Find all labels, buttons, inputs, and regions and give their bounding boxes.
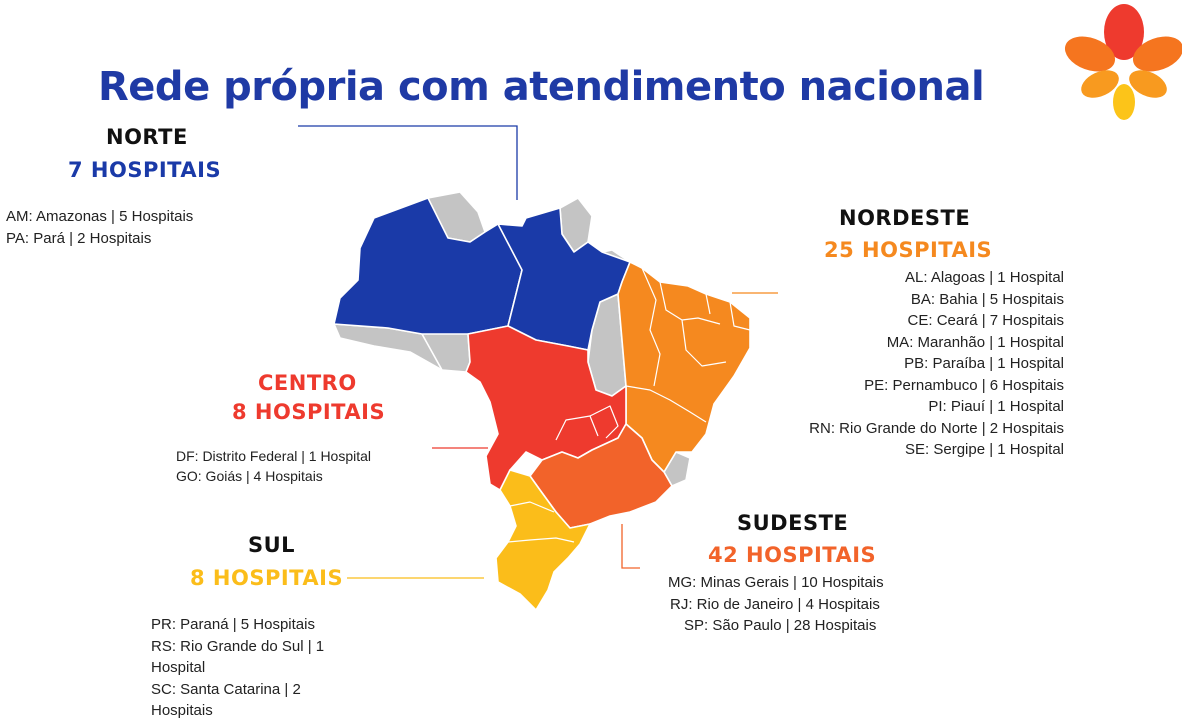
- region-count-nordeste: 25 HOSPITAIS: [824, 238, 993, 262]
- list-item: SE: Sergipe | 1 Hospital: [905, 441, 1064, 458]
- list-item: PA: Pará | 2 Hospitais: [6, 229, 152, 247]
- region-count-sul: 8 HOSPITAIS: [190, 566, 344, 590]
- state-list-norte: AM: Amazonas | 5 Hospitais PA: Pará | 2 …: [6, 206, 193, 249]
- list-item: DF: Distrito Federal | 1 Hospital: [176, 448, 372, 464]
- list-item: PB: Paraíba | 1 Hospital: [904, 355, 1064, 372]
- map-region-norte-am: [333, 197, 523, 335]
- list-item: PI: Piauí | 1 Hospital: [928, 398, 1064, 415]
- list-item: RN: Rio Grande do Norte | 2 Hospitais: [809, 419, 1064, 437]
- list-item: RJ: Rio de Janeiro | 4 Hospitais: [670, 595, 880, 613]
- list-item: GO: Goiás | 4 Hospitais: [176, 468, 323, 484]
- list-item: RS: Rio Grande do Sul | 1 Hospital: [151, 637, 325, 677]
- state-list-sul: PR: Paraná | 5 Hospitais RS: Rio Grande …: [151, 614, 356, 722]
- state-list-sudeste: MG: Minas Gerais | 10 Hospitais RJ: Rio …: [668, 572, 884, 637]
- list-item: AM: Amazonas | 5 Hospitais: [6, 208, 194, 225]
- list-item: SP: São Paulo | 28 Hospitais: [684, 617, 877, 634]
- region-name-norte: NORTE: [106, 125, 188, 149]
- list-item: SC: Santa Catarina | 2 Hospitais: [151, 680, 301, 720]
- region-name-nordeste: NORDESTE: [839, 206, 971, 230]
- list-item: PE: Pernambuco | 6 Hospitais: [864, 376, 1064, 394]
- region-count-sudeste: 42 HOSPITAIS: [708, 543, 877, 567]
- list-item: CE: Ceará | 7 Hospitais: [907, 312, 1064, 329]
- list-item: MG: Minas Gerais | 10 Hospitais: [668, 574, 884, 591]
- page-title: Rede própria com atendimento nacional: [98, 64, 985, 110]
- state-list-centro: DF: Distrito Federal | 1 Hospital GO: Go…: [176, 446, 371, 486]
- list-item: MA: Maranhão | 1 Hospital: [886, 333, 1064, 351]
- region-count-norte: 7 HOSPITAIS: [68, 158, 222, 182]
- list-item: BA: Bahia | 5 Hospitais: [910, 290, 1064, 308]
- region-name-centro: CENTRO: [258, 371, 357, 395]
- brand-logo: [1064, 4, 1182, 120]
- state-list-nordeste: AL: Alagoas | 1 Hospital BA: Bahia | 5 H…: [809, 267, 1064, 461]
- list-item: PR: Paraná | 5 Hospitais: [151, 616, 315, 633]
- brazil-map: [333, 191, 751, 611]
- map-region-nordeste: [617, 261, 751, 473]
- region-name-sul: SUL: [248, 533, 296, 557]
- list-item: AL: Alagoas | 1 Hospital: [905, 269, 1064, 286]
- region-name-sudeste: SUDESTE: [737, 511, 849, 535]
- region-count-centro: 8 HOSPITAIS: [232, 400, 386, 424]
